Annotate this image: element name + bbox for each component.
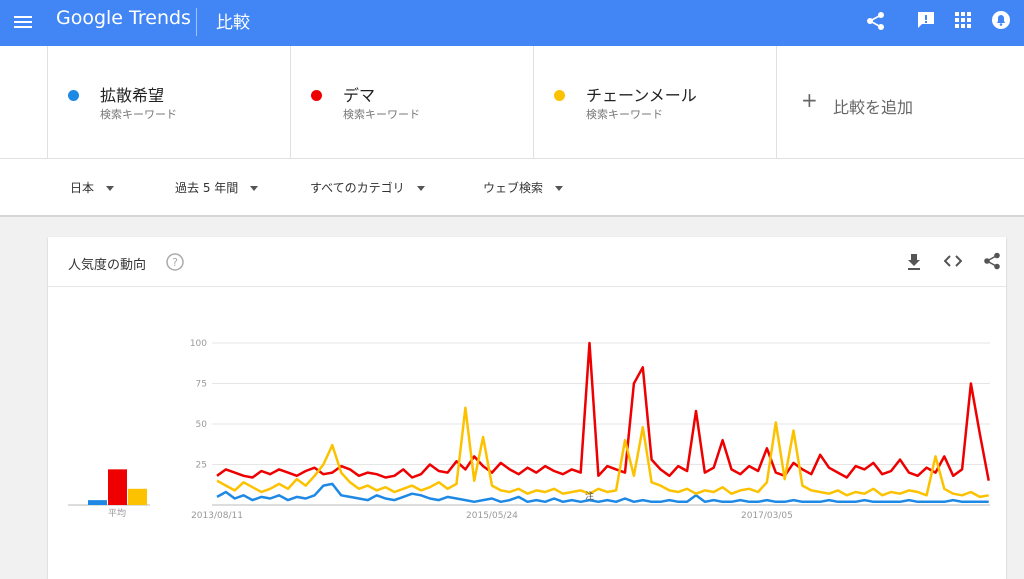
card-title: 人気度の動向 — [68, 258, 147, 273]
y-tick-label: 75 — [196, 380, 207, 390]
add-compare: 比較を追加 — [833, 98, 914, 117]
y-tick-label: 25 — [196, 461, 207, 471]
term-name: デマ — [343, 86, 376, 105]
logo[interactable]: Google Trends — [56, 7, 191, 29]
filter-category[interactable]: すべてのカテゴリ — [310, 179, 425, 196]
avg-bar — [88, 500, 107, 505]
help-icon[interactable]: ? — [166, 253, 184, 271]
legend-dot — [68, 90, 79, 101]
embed-icon[interactable] — [944, 254, 962, 268]
term-card[interactable]: チェーンメール検索キーワード — [533, 46, 776, 158]
avg-label: 平均 — [108, 507, 126, 519]
terms-bar: 拡散希望検索キーワード デマ検索キーワード チェーンメール検索キーワード + 比… — [0, 46, 1024, 159]
download-icon[interactable] — [906, 253, 922, 271]
x-tick-label: 2017/03/05 — [741, 511, 793, 521]
filter-bar: 日本 過去 5 年間 すべてのカテゴリ ウェブ検索 — [0, 159, 1024, 217]
filter-search-type[interactable]: ウェブ検索 — [483, 179, 563, 196]
x-tick-label: 2015/05/24 — [466, 511, 518, 521]
series-line — [216, 482, 989, 504]
svg-text:?: ? — [172, 256, 178, 269]
chart: 25 50 75 100 2013/08/11 2015/05/24 2017/03/05 注… — [68, 339, 990, 521]
avg-bar — [108, 469, 127, 505]
menu-icon[interactable] — [14, 14, 32, 30]
page-title: 比較 — [216, 13, 250, 33]
add-term[interactable]: + 比較を追加 — [776, 46, 1024, 158]
term-type: 検索キーワード — [586, 108, 663, 121]
term-type: 検索キーワード — [343, 108, 420, 121]
share-chart-icon[interactable] — [983, 252, 1001, 270]
annotation: 注 — [585, 490, 594, 502]
y-tick-label: 50 — [196, 420, 208, 430]
divider — [196, 8, 197, 36]
series-line — [216, 341, 990, 481]
legend-dot — [311, 90, 322, 101]
filter-period[interactable]: 過去 5 年間 — [175, 179, 258, 196]
term-name: チェーンメール — [586, 86, 697, 105]
feedback-icon[interactable] — [917, 11, 935, 29]
x-tick-label: 2013/08/11 — [191, 511, 243, 521]
y-tick-label: 100 — [190, 339, 207, 349]
term-card[interactable]: 拡散希望検索キーワード — [47, 46, 290, 158]
legend-dot — [554, 90, 565, 101]
term-name: 拡散希望 — [100, 86, 165, 105]
card-divider — [48, 286, 1006, 287]
term-card[interactable]: デマ 検索キーワード — [290, 46, 533, 158]
notification-icon[interactable] — [991, 10, 1011, 30]
plus-icon: + — [801, 88, 818, 112]
header: Google Trends 比較 — [0, 0, 1024, 46]
apps-icon[interactable] — [955, 12, 971, 28]
chart-card: 人気度の動向 ? 25 50 75 100 2013/08/11 2015/05/24 20… — [48, 237, 1006, 579]
avg-bar — [128, 488, 147, 505]
term-type: 検索キーワード — [100, 108, 177, 121]
share-icon[interactable] — [866, 11, 886, 31]
filter-region[interactable]: 日本 — [70, 179, 114, 196]
series-line — [216, 406, 989, 499]
